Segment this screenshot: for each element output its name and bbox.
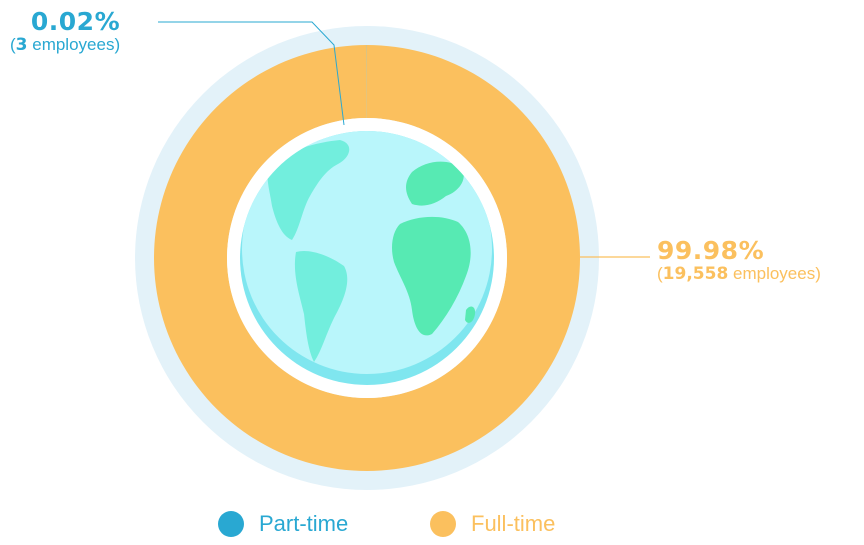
- part-time-percent: 0.02%: [10, 9, 120, 34]
- legend-label-part-time: Part-time: [259, 511, 348, 537]
- legend-swatch-full-time: [430, 511, 456, 537]
- full-time-callout: 99.98% (19,558 employees): [657, 238, 821, 283]
- full-time-percent: 99.98%: [657, 238, 821, 263]
- part-time-callout: 0.02% (3 employees): [10, 9, 120, 54]
- legend-label-full-time: Full-time: [471, 511, 555, 537]
- legend-swatch-part-time: [218, 511, 244, 537]
- chart-legend: Part-time Full-time: [0, 511, 864, 545]
- full-time-count: (19,558 employees): [657, 265, 821, 283]
- part-time-count: (3 employees): [10, 36, 120, 54]
- legend-item-full-time: Full-time: [430, 511, 555, 537]
- legend-item-part-time: Part-time: [218, 511, 348, 537]
